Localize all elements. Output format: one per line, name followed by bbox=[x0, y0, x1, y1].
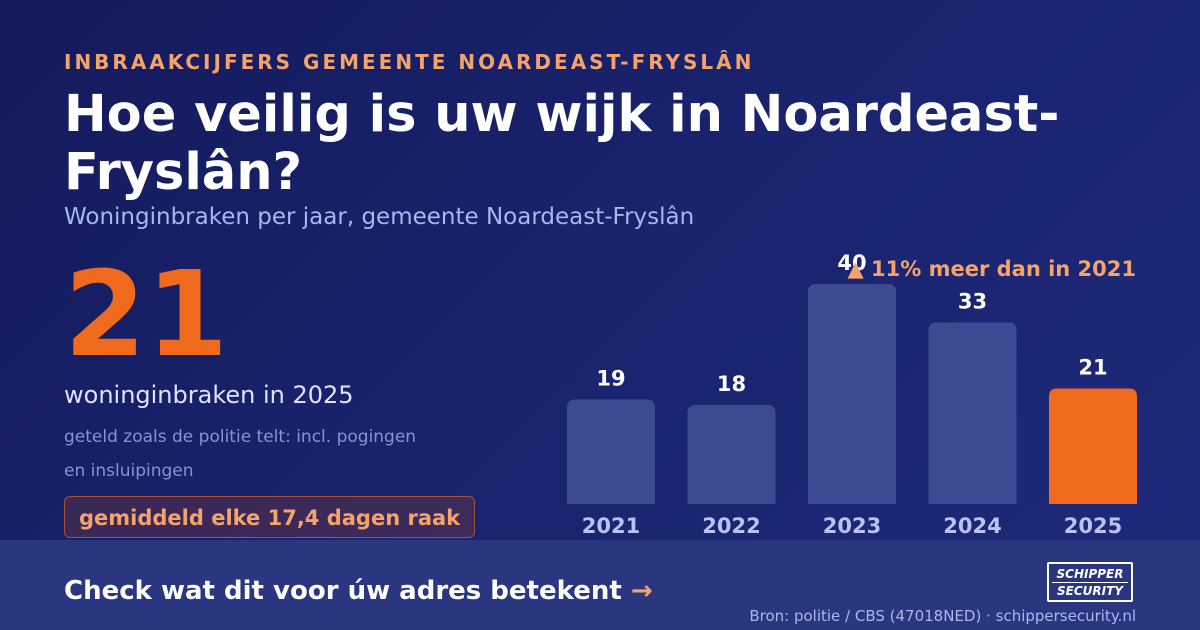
cta-text: Check wat dit voor úw adres betekent bbox=[64, 576, 622, 606]
bar-2022 bbox=[687, 405, 776, 504]
change-annotation: ▲ 11% meer dan in 2021 bbox=[848, 257, 1136, 281]
data-label-2023: 40 bbox=[837, 251, 866, 275]
x-tick-2023: 2023 bbox=[823, 514, 881, 538]
footer-bar bbox=[0, 540, 1200, 630]
data-label-2021: 19 bbox=[596, 367, 625, 391]
data-label-2022: 18 bbox=[717, 372, 746, 396]
x-tick-2024: 2024 bbox=[943, 514, 1001, 538]
bar-2023 bbox=[808, 284, 896, 504]
x-tick-2025: 2025 bbox=[1064, 514, 1122, 538]
bar-2024 bbox=[928, 322, 1017, 504]
logo-divider bbox=[1052, 581, 1128, 583]
bar-2021 bbox=[567, 399, 655, 504]
cta-link[interactable]: Check wat dit voor úw adres betekent → bbox=[64, 576, 653, 606]
data-label-2025: 21 bbox=[1078, 356, 1107, 380]
logo-line-2: SECURITY bbox=[1057, 583, 1123, 598]
page-subtitle: Woninginbraken per jaar, gemeente Noarde… bbox=[64, 204, 695, 230]
frequency-badge: gemiddeld elke 17,4 dagen raak bbox=[64, 496, 476, 538]
x-tick-2022: 2022 bbox=[702, 514, 760, 538]
page-title: Hoe veilig is uw wijk in Noardeast-Frysl… bbox=[64, 85, 1060, 202]
source-credit: Bron: politie / CBS (47018NED) · schippe… bbox=[749, 607, 1136, 625]
counting-note: geteld zoals de politie telt: incl. pogi… bbox=[64, 427, 417, 481]
burglary-bar-chart: 19 2021 18 2022 40 2023 33 2024 21 2025 ▲ 11% meer… bbox=[567, 251, 1137, 538]
data-label-2024: 33 bbox=[958, 290, 987, 314]
brand-logo: SCHIPPER SECURITY bbox=[1047, 562, 1133, 602]
logo-line-1: SCHIPPER bbox=[1056, 566, 1124, 581]
arrow-right-icon: → bbox=[630, 576, 653, 606]
eyebrow-label: INBRAAKCIJFERS GEMEENTE NOARDEAST-FRYSLÂ… bbox=[64, 50, 755, 74]
bar-2025 bbox=[1049, 388, 1137, 504]
x-tick-2021: 2021 bbox=[582, 514, 640, 538]
headline-caption: woninginbraken in 2025 bbox=[64, 381, 354, 409]
headline-figure: 21 bbox=[64, 245, 229, 383]
